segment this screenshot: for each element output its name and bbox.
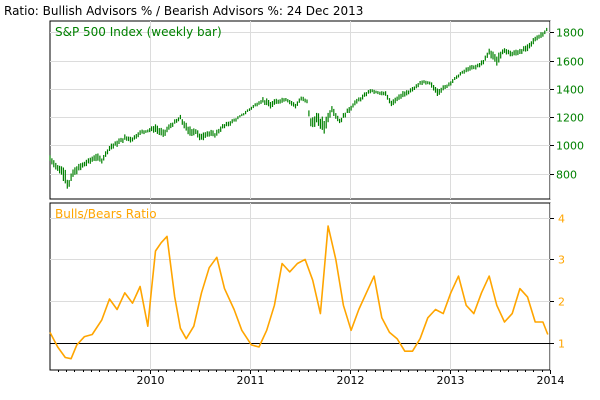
price-bars <box>49 27 548 189</box>
price-panel-label: S&P 500 Index (weekly bar) <box>55 25 222 39</box>
ratio-y-tick-label: 3 <box>558 254 565 267</box>
price-panel: S&P 500 Index (weekly bar) 800 1000 1200 14… <box>49 20 584 200</box>
x-tick-label: 2014 <box>537 374 565 387</box>
ratio-panel-label: Bulls/Bears Ratio <box>55 207 157 221</box>
ratio-y-axis: 1 2 3 4 <box>550 213 565 351</box>
ratio-grid <box>50 203 551 370</box>
price-y-tick-label: 1000 <box>556 140 584 153</box>
x-tick-label: 2013 <box>437 374 465 387</box>
ratio-series-line <box>49 225 549 360</box>
x-tick-label: 2010 <box>137 374 165 387</box>
price-grid <box>50 21 551 199</box>
chart-title: Ratio: Bullish Advisors % / Bearish Advi… <box>4 4 363 18</box>
ratio-y-tick-label: 1 <box>558 338 565 351</box>
price-y-tick-label: 1600 <box>556 56 584 69</box>
price-y-tick-label: 1200 <box>556 112 584 125</box>
price-y-tick-label: 1400 <box>556 84 584 97</box>
x-tick-label: 2012 <box>337 374 365 387</box>
ratio-y-tick-label: 4 <box>558 213 565 226</box>
price-y-tick-label: 1800 <box>556 27 584 40</box>
ratio-y-tick-label: 2 <box>558 296 565 309</box>
ratio-panel-frame <box>49 202 551 371</box>
price-y-tick-label: 800 <box>556 169 577 182</box>
price-panel-frame <box>49 20 551 200</box>
x-axis: 2010 2011 2012 2013 2014 <box>58 370 565 387</box>
x-tick-label: 2011 <box>237 374 265 387</box>
price-y-axis: 800 1000 1200 1400 1600 1800 <box>550 27 584 182</box>
